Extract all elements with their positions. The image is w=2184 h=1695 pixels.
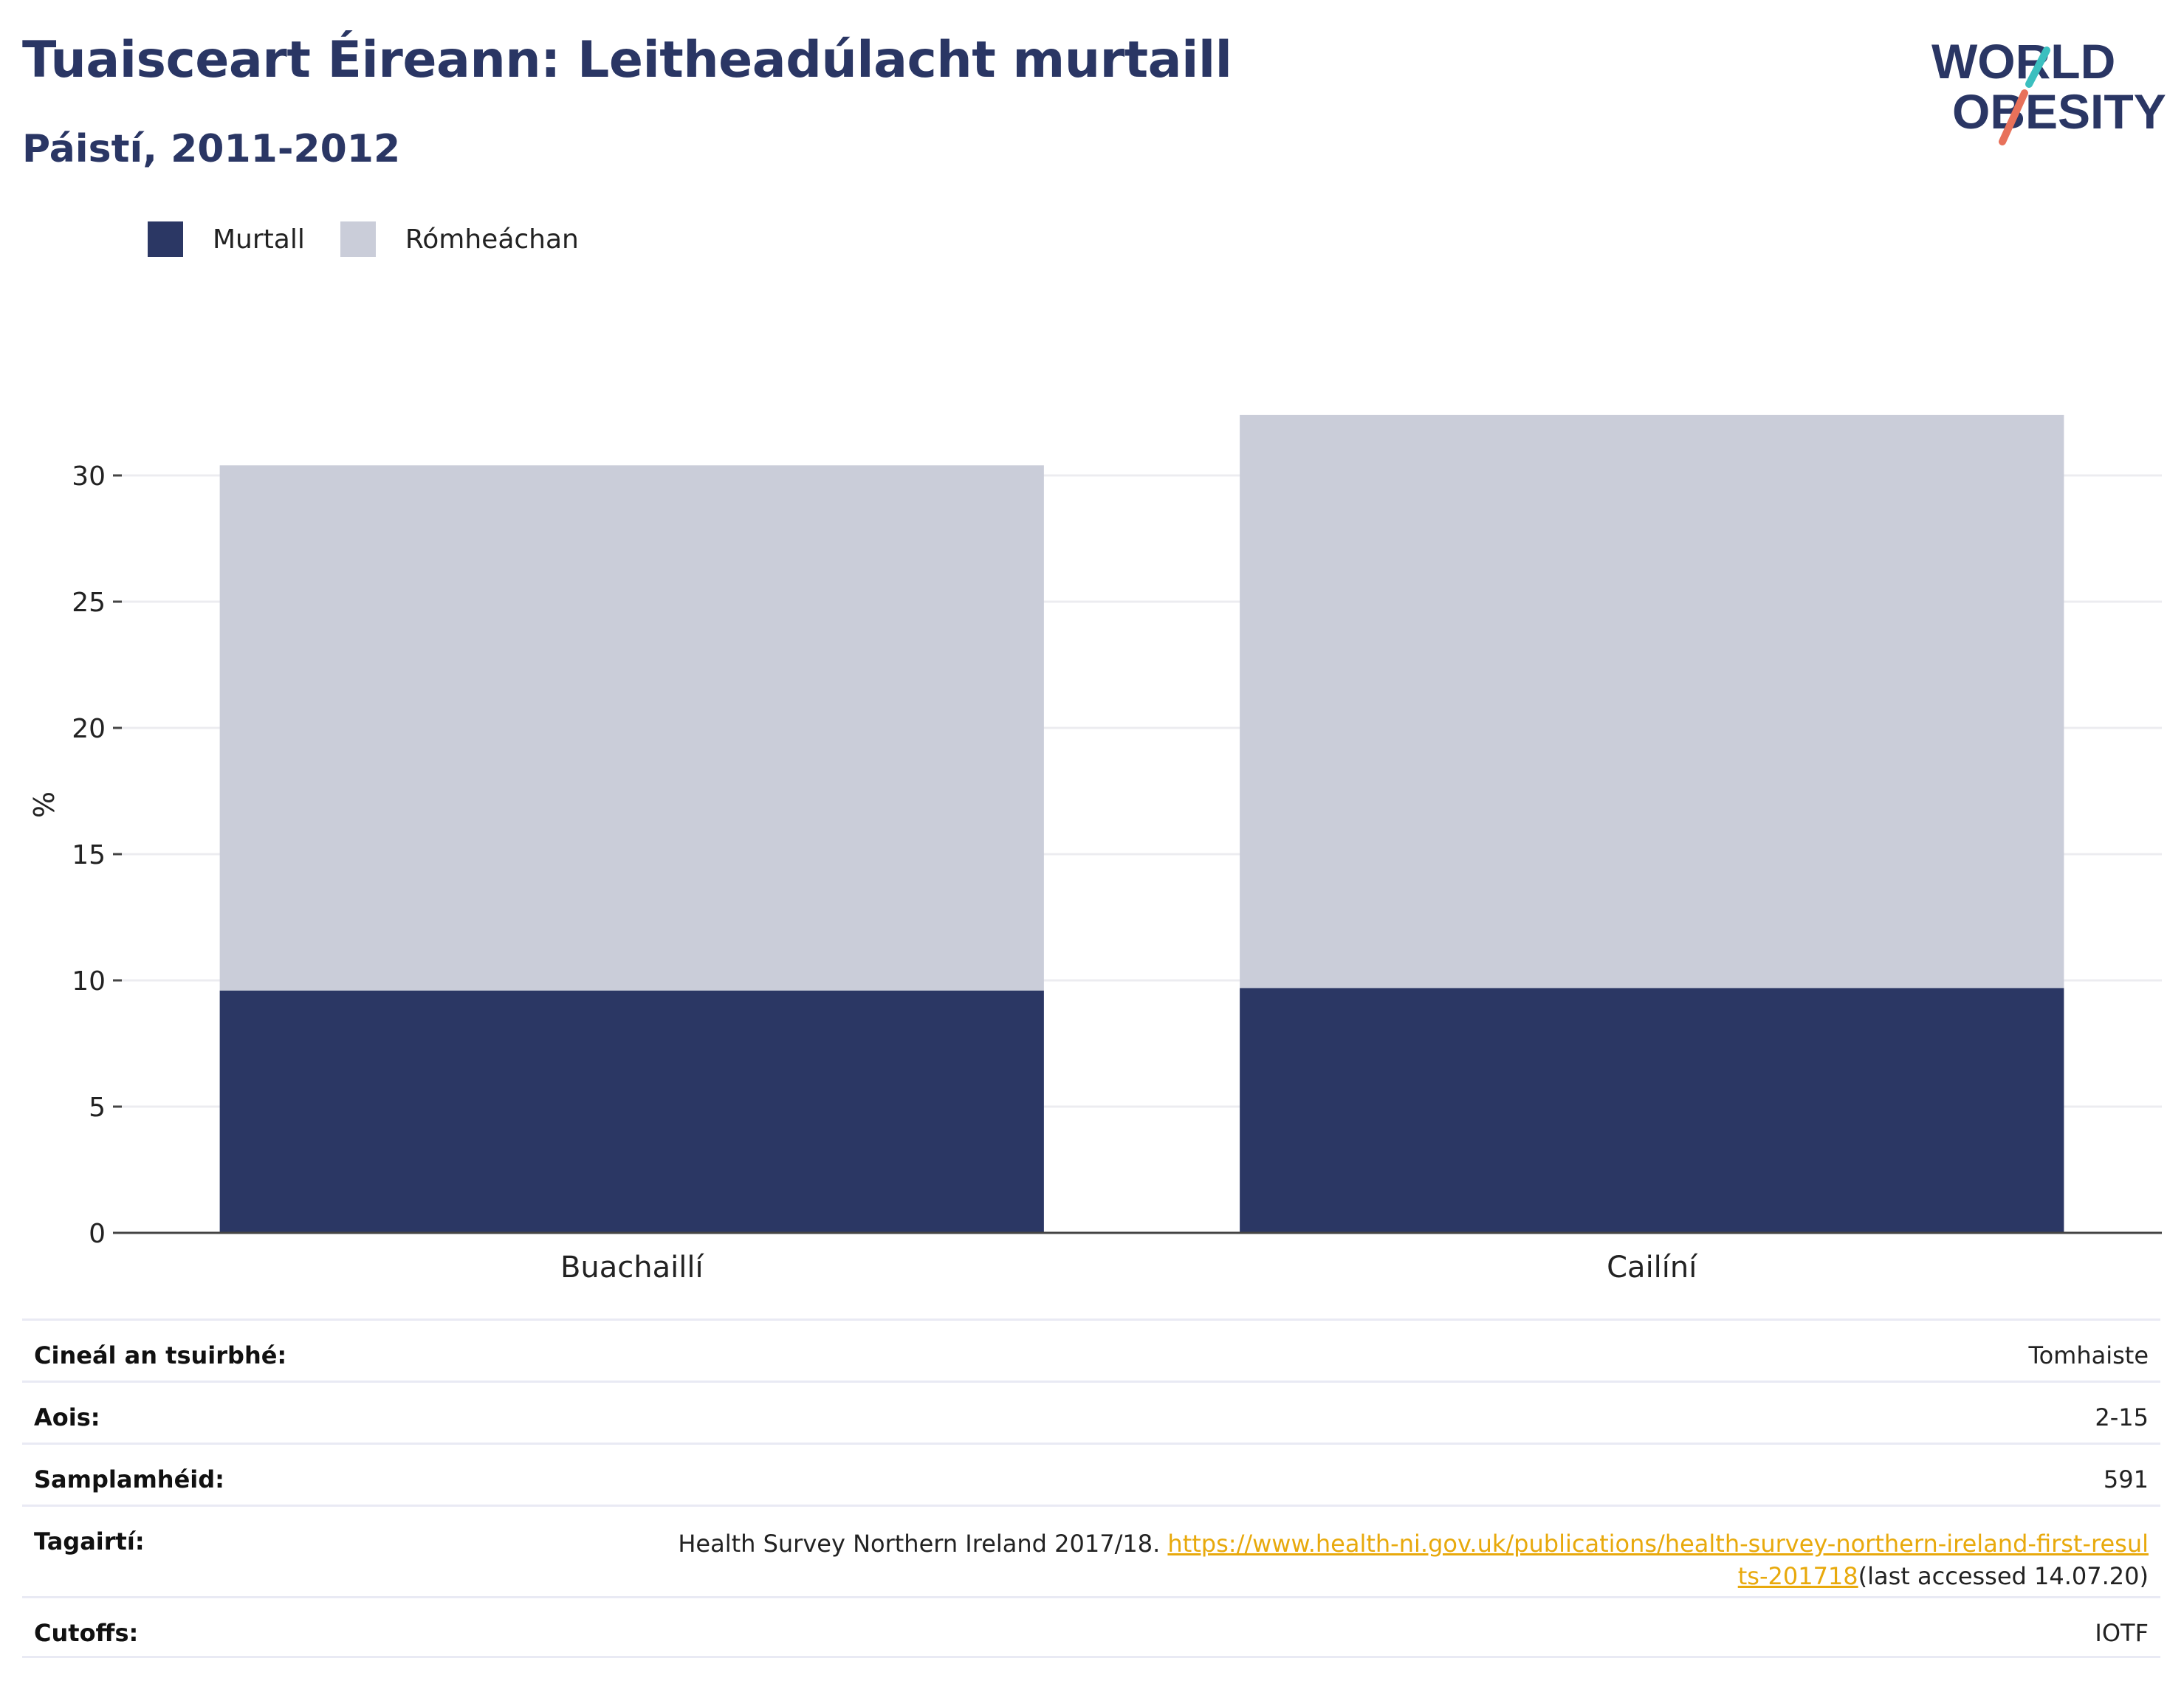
meta-value-sample-size: 591 xyxy=(2103,1465,2149,1493)
meta-value-survey-type: Tomhaiste xyxy=(2028,1341,2149,1369)
world-obesity-logo: WORLD OBESITY xyxy=(1931,34,2166,145)
meta-row-age: Aois: 2-15 xyxy=(22,1381,2160,1443)
meta-label-sample-size: Samplamhéid: xyxy=(34,1465,224,1493)
bar-overweight-2[interactable] xyxy=(1240,414,2064,989)
bars xyxy=(219,414,2064,1233)
bar-obese-2[interactable] xyxy=(1240,988,2064,1233)
y-tick-label: 10 xyxy=(72,966,106,997)
meta-value-age: 2-15 xyxy=(2095,1403,2149,1431)
legend-item-overweight[interactable]: Rómheáchan xyxy=(340,221,579,257)
meta-row-survey-type: Cineál an tsuirbhé: Tomhaiste xyxy=(22,1318,2160,1381)
legend: Murtall Rómheáchan xyxy=(148,219,614,260)
legend-swatch-overweight xyxy=(340,221,376,257)
bar-overweight-1[interactable] xyxy=(219,465,1044,991)
legend-label-obese: Murtall xyxy=(213,224,305,255)
legend-swatch-obese xyxy=(148,221,183,257)
logo-slash-teal xyxy=(2025,47,2050,88)
legend-item-obese[interactable]: Murtall xyxy=(148,221,305,257)
meta-row-sample-size: Samplamhéid: 591 xyxy=(22,1443,2160,1505)
metadata-table: Cineál an tsuirbhé: Tomhaiste Aois: 2-15… xyxy=(22,1318,2160,1658)
meta-value-cutoffs: IOTF xyxy=(2095,1619,2149,1647)
meta-label-references: Tagairtí: xyxy=(34,1527,145,1555)
reference-link[interactable]: https://www.health-ni.gov.uk/publication… xyxy=(1167,1530,2149,1590)
logo-slash-coral xyxy=(1999,89,2028,145)
chart-subtitle: Páistí, 2011-2012 xyxy=(22,127,401,171)
meta-label-cutoffs: Cutoffs: xyxy=(34,1619,139,1647)
y-tick-label: 30 xyxy=(72,461,106,492)
logo-text-obesity: OBESITY xyxy=(1952,84,2166,139)
reference-text: Health Survey Northern Ireland 2017/18. xyxy=(678,1530,1168,1558)
y-tick-label: 20 xyxy=(72,714,106,744)
y-tick-label: 0 xyxy=(89,1219,106,1249)
x-tick-label: Cailíní xyxy=(1607,1251,1698,1285)
meta-value-references: Health Survey Northern Ireland 2017/18. … xyxy=(672,1527,2149,1592)
meta-row-cutoffs: Cutoffs: IOTF xyxy=(22,1596,2160,1658)
y-tick-label: 15 xyxy=(72,840,106,870)
x-tick-label: Buachaillí xyxy=(560,1251,705,1285)
legend-label-overweight: Rómheáchan xyxy=(405,224,579,255)
meta-label-survey-type: Cineál an tsuirbhé: xyxy=(34,1341,287,1369)
meta-row-references: Tagairtí: Health Survey Northern Ireland… xyxy=(22,1505,2160,1596)
meta-label-age: Aois: xyxy=(34,1403,100,1431)
y-tick-label: 5 xyxy=(89,1093,106,1123)
stacked-bar-chart: 0 5 10 15 20 25 30 Buachaillí Cailíní xyxy=(72,414,2162,1285)
bar-obese-1[interactable] xyxy=(219,990,1044,1233)
chart-title: Tuaisceart Éireann: Leitheadúlacht murta… xyxy=(22,31,1232,89)
y-tick-label: 25 xyxy=(72,588,106,618)
axes: 0 5 10 15 20 25 30 Buachaillí Cailíní xyxy=(72,461,2162,1285)
logo-text-world: WORLD xyxy=(1931,34,2115,89)
reference-accessed: (last accessed 14.07.20) xyxy=(1858,1562,2149,1590)
